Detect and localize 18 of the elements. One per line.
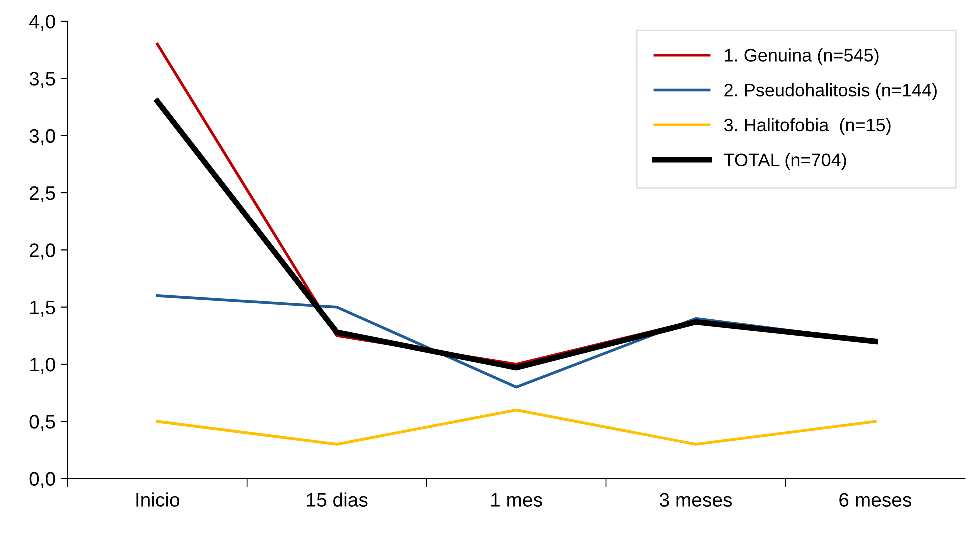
legend-label: TOTAL (n=704) (724, 153, 846, 170)
y-tick-label: 1,5 (30, 301, 56, 317)
legend-label: 2. Pseudohalitosis (n=144) (724, 83, 937, 100)
x-tick-label: 3 meses (660, 493, 732, 507)
x-tick-label: Inicio (136, 492, 180, 507)
legend-label: 1. Genuina (n=545) (725, 48, 879, 66)
y-tick-label: 0,0 (30, 472, 56, 488)
y-tick-label: 0,5 (30, 415, 56, 432)
y-tick-label: 3,0 (30, 129, 56, 146)
y-tick-label: 2,0 (30, 244, 56, 260)
x-tick-label: 15 dias (307, 492, 368, 507)
x-tick-label: 1 mes (492, 493, 542, 507)
x-tick-label: 6 meses (840, 493, 912, 507)
y-tick-label: 1,0 (30, 358, 56, 374)
y-tick-label: 3,5 (30, 72, 56, 88)
y-tick-label: 4,0 (30, 14, 56, 32)
y-tick-label: 2,5 (30, 186, 56, 203)
legend-label: 3. Halitofobia (n=15) (724, 118, 891, 136)
